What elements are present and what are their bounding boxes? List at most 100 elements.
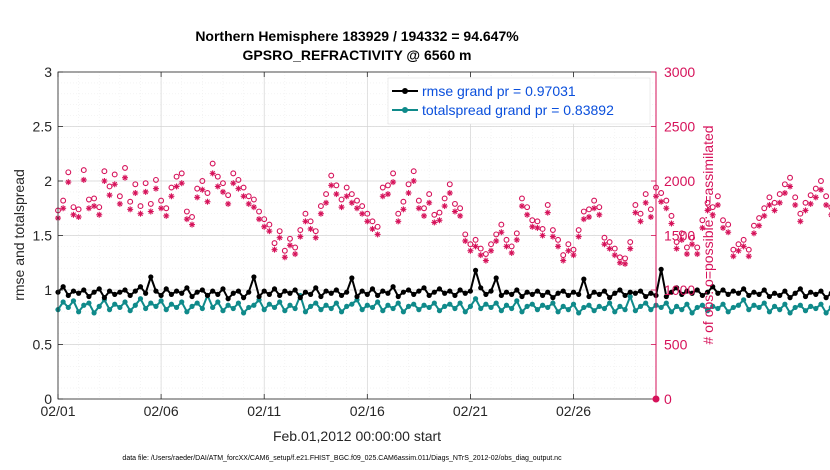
star-stroke (390, 179, 396, 185)
x-tick-label: 02/06 (144, 403, 179, 419)
possible-point (756, 215, 763, 222)
possible-point (297, 227, 304, 234)
possible-point (555, 236, 562, 243)
spread-point (524, 303, 530, 309)
spread-point (457, 300, 463, 306)
assimilated-point (781, 189, 788, 196)
possible-point (127, 198, 134, 205)
possible-point (519, 195, 525, 202)
spread-point (426, 304, 432, 311)
star-stroke (488, 248, 494, 254)
rmse-point (390, 284, 396, 290)
assimilated-point (286, 242, 293, 249)
possible-point (498, 221, 505, 228)
possible-point (828, 204, 830, 210)
star-stroke (174, 183, 180, 189)
y-right-tick-label: 500 (664, 337, 688, 353)
spread-point (663, 300, 669, 306)
star-stroke (385, 191, 391, 197)
rmse-point (802, 293, 809, 300)
rmse-point (581, 276, 587, 282)
star-stroke (478, 252, 484, 258)
star-stroke (813, 194, 819, 200)
star-stroke (498, 229, 504, 235)
possible-point (230, 170, 237, 177)
possible-point (818, 178, 824, 184)
assimilated-point (158, 205, 165, 212)
rmse-point (122, 287, 128, 293)
possible-point (287, 235, 293, 242)
possible-point (343, 184, 350, 191)
rmse-point (266, 291, 272, 297)
possible-point (539, 226, 546, 232)
rmse-point (684, 288, 690, 294)
rmse-point (483, 291, 489, 297)
possible-point (658, 190, 665, 196)
rmse-point (86, 293, 92, 300)
assimilated-point (616, 259, 623, 266)
spread-point (240, 310, 247, 316)
assimilated-point (183, 216, 190, 223)
rmse-point (782, 288, 788, 294)
star-stroke (153, 186, 159, 192)
spread-point (751, 302, 757, 308)
rmse-point (76, 290, 82, 296)
assimilated-point (235, 185, 242, 192)
star-stroke (70, 212, 76, 218)
star-stroke (395, 218, 401, 224)
possible-point (797, 210, 804, 217)
rmse-point (225, 296, 231, 302)
possible-point (668, 212, 675, 219)
rmse-point (813, 291, 819, 297)
spread-point (344, 303, 350, 309)
assimilated-point (91, 203, 98, 210)
assimilated-point (585, 213, 592, 220)
possible-point (482, 251, 489, 257)
assimilated-point (209, 170, 216, 177)
possible-point (250, 196, 257, 203)
star-stroke (735, 248, 741, 254)
assimilated-point (663, 205, 670, 212)
possible-point (678, 230, 685, 237)
possible-point (544, 202, 551, 208)
spread-point (251, 302, 257, 308)
y-axis-label: rmse and totalspread (11, 169, 27, 301)
star-stroke (808, 201, 814, 207)
possible-point (446, 181, 453, 188)
star-stroke (746, 253, 752, 259)
rmse-point (699, 292, 705, 299)
spread-point (127, 308, 133, 314)
spread-point (86, 300, 92, 306)
assimilated-point (709, 211, 716, 218)
star-stroke (272, 247, 278, 253)
star-stroke (225, 201, 231, 207)
rmse-point (715, 290, 721, 296)
possible-point (276, 228, 283, 235)
spread-point (369, 304, 376, 311)
assimilated-point (524, 211, 531, 218)
spread-point (637, 303, 644, 309)
assimilated-point (204, 198, 211, 205)
spread-point (375, 299, 381, 305)
assimilated-point (549, 233, 556, 240)
possible-point (302, 210, 309, 217)
spread-point (576, 310, 582, 316)
assimilated-point (529, 223, 536, 230)
spread-point (627, 293, 633, 300)
spread-point (570, 301, 577, 307)
spread-point (277, 299, 283, 305)
assimilated-point (60, 205, 67, 212)
spread-point (416, 307, 422, 313)
star-stroke (452, 209, 458, 215)
possible-point (400, 198, 407, 205)
rmse-point (519, 293, 525, 300)
assimilated-point (436, 217, 443, 224)
possible-point (781, 181, 788, 188)
rmse-point (591, 289, 597, 295)
y-axis-right-label: # of obs: o=possible; ×=assimilated (700, 125, 716, 344)
y-tick-label: 0 (44, 391, 52, 407)
rmse-point (771, 290, 778, 296)
spread-point (545, 304, 551, 311)
y-right-tick-label: 2500 (664, 119, 695, 135)
possible-point (524, 204, 531, 211)
